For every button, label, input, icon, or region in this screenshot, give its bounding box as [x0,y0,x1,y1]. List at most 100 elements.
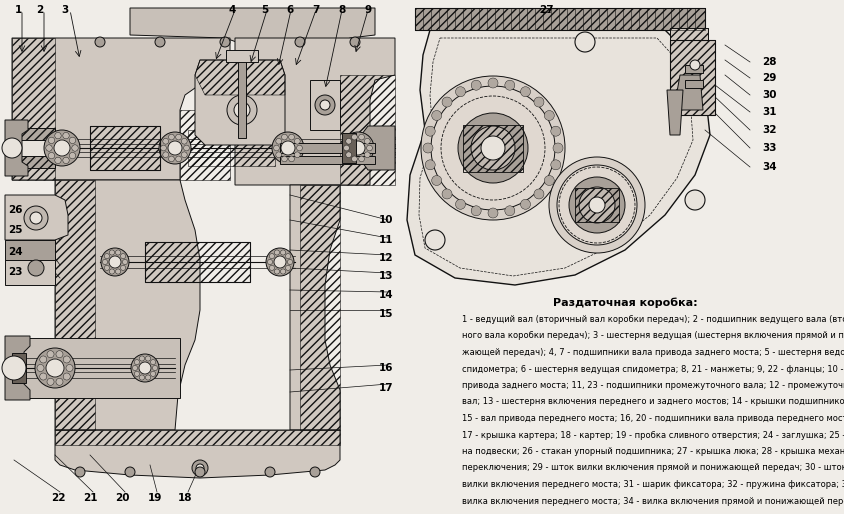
Bar [415,8,705,30]
Circle shape [150,371,155,376]
Circle shape [69,137,76,143]
Circle shape [310,467,320,477]
Circle shape [276,138,282,144]
Bar [12,128,55,168]
Circle shape [63,373,70,380]
Circle shape [266,248,294,276]
Circle shape [40,373,46,380]
Circle shape [116,250,121,255]
Circle shape [471,206,481,216]
Text: 17: 17 [378,383,393,393]
Bar [670,28,708,73]
Circle shape [352,156,357,162]
Circle shape [62,157,69,163]
Circle shape [471,126,515,170]
Text: 20: 20 [115,493,129,503]
Text: 8: 8 [338,5,346,15]
Bar [415,8,705,30]
Circle shape [295,152,300,158]
Circle shape [150,360,155,364]
Polygon shape [5,120,28,176]
Polygon shape [407,30,710,285]
Circle shape [47,378,54,386]
Circle shape [521,199,531,209]
Circle shape [181,138,187,144]
Circle shape [421,76,565,220]
Circle shape [456,199,466,209]
Circle shape [46,145,52,151]
Bar [12,140,55,156]
Circle shape [48,137,55,143]
Circle shape [346,138,352,144]
Circle shape [155,37,165,47]
Circle shape [35,348,75,388]
Circle shape [265,467,275,477]
Circle shape [176,134,181,140]
Circle shape [432,111,441,120]
Text: Раздаточная коробка:: Раздаточная коробка: [553,298,697,308]
Circle shape [101,248,129,276]
Circle shape [276,152,282,158]
Circle shape [181,152,187,158]
Text: переключения; 29 - шток вилки включения прямой и понижающей передач; 30 - шток: переключения; 29 - шток вилки включения … [462,464,844,472]
Circle shape [54,140,70,156]
Polygon shape [235,38,395,185]
Circle shape [55,157,61,163]
Circle shape [481,136,505,160]
Bar [463,125,523,172]
Circle shape [456,87,466,97]
Circle shape [195,467,205,477]
Circle shape [122,260,127,265]
Bar [670,40,715,115]
Circle shape [505,206,515,216]
Circle shape [169,156,175,162]
Circle shape [139,375,144,380]
Bar [685,80,703,88]
Circle shape [63,356,70,363]
Bar [670,28,708,73]
Circle shape [296,145,302,151]
Text: 13: 13 [378,271,393,281]
Circle shape [47,351,54,358]
Circle shape [48,153,55,159]
Circle shape [102,260,107,265]
Bar [12,353,26,383]
Text: 9: 9 [365,5,371,15]
Text: 19: 19 [148,493,162,503]
Circle shape [521,87,531,97]
Text: 15 - вал привода переднего моста; 16, 20 - подшипники вала привода переднего мос: 15 - вал привода переднего моста; 16, 20… [462,414,844,423]
Text: 25: 25 [8,225,23,235]
Text: 5: 5 [262,5,268,15]
Circle shape [2,138,22,158]
Circle shape [282,156,287,162]
Circle shape [289,156,295,162]
Circle shape [569,177,625,233]
Circle shape [359,134,365,140]
Bar [280,143,375,153]
Text: 17 - крышка картера; 18 - картер; 19 - пробка сливного отверстия; 24 - заглушка;: 17 - крышка картера; 18 - картер; 19 - п… [462,431,844,439]
Circle shape [488,78,498,88]
Polygon shape [290,185,340,430]
Text: 31: 31 [762,107,776,117]
Text: 12: 12 [378,253,393,263]
Circle shape [269,253,274,259]
Circle shape [557,165,637,245]
Text: 24: 24 [8,247,23,257]
Polygon shape [362,126,395,170]
Circle shape [269,265,274,270]
Circle shape [176,156,181,162]
Circle shape [534,97,544,107]
Circle shape [56,378,63,386]
Circle shape [425,230,445,250]
Text: 18: 18 [178,493,192,503]
Polygon shape [195,60,285,145]
Text: 1: 1 [14,5,22,15]
Circle shape [352,134,357,140]
Circle shape [184,145,189,151]
Circle shape [579,187,615,223]
Circle shape [109,256,121,268]
Polygon shape [5,240,55,260]
Circle shape [425,160,436,170]
Circle shape [295,138,300,144]
Circle shape [133,365,138,371]
